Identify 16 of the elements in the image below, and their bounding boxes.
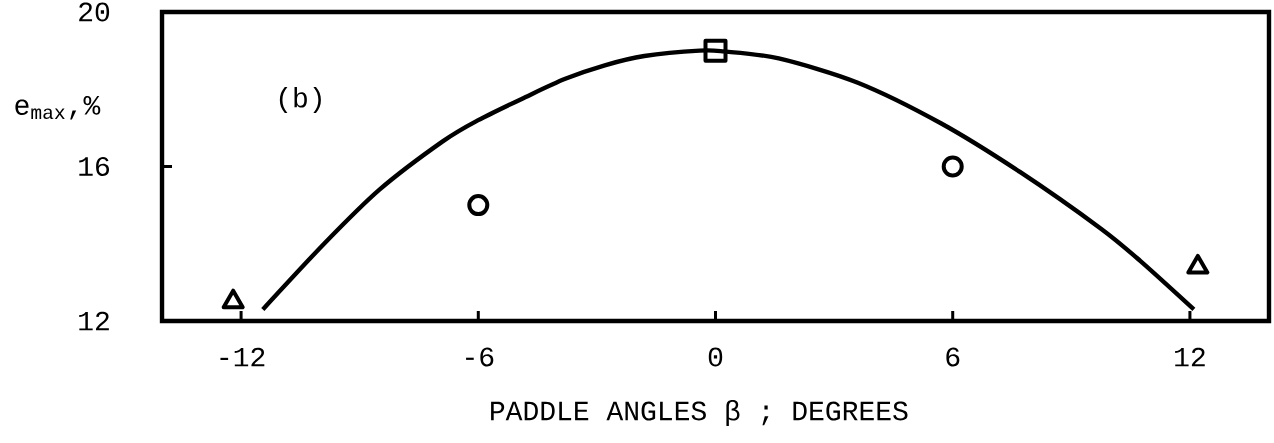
y-tick-label: 16 — [79, 157, 109, 177]
x-tick-label: 12 — [1175, 347, 1205, 367]
point — [1186, 253, 1210, 275]
point — [941, 155, 964, 178]
point — [703, 38, 728, 63]
point — [221, 288, 245, 310]
y-tick-label: 20 — [79, 2, 110, 22]
x-axis-title: PADDLE ANGLES β ; DEGREES — [491, 399, 908, 427]
annotation: (b) — [279, 87, 321, 114]
y-axis-title: e$_{max}$,% — [15, 96, 101, 120]
point — [467, 194, 490, 217]
x-tick-label: 0 — [708, 347, 723, 367]
x-tick-label: -6 — [466, 347, 494, 367]
x-tick-label: 6 — [946, 347, 960, 367]
y-tick-label: 12 — [79, 311, 109, 331]
x-tick-label: -12 — [220, 347, 265, 367]
